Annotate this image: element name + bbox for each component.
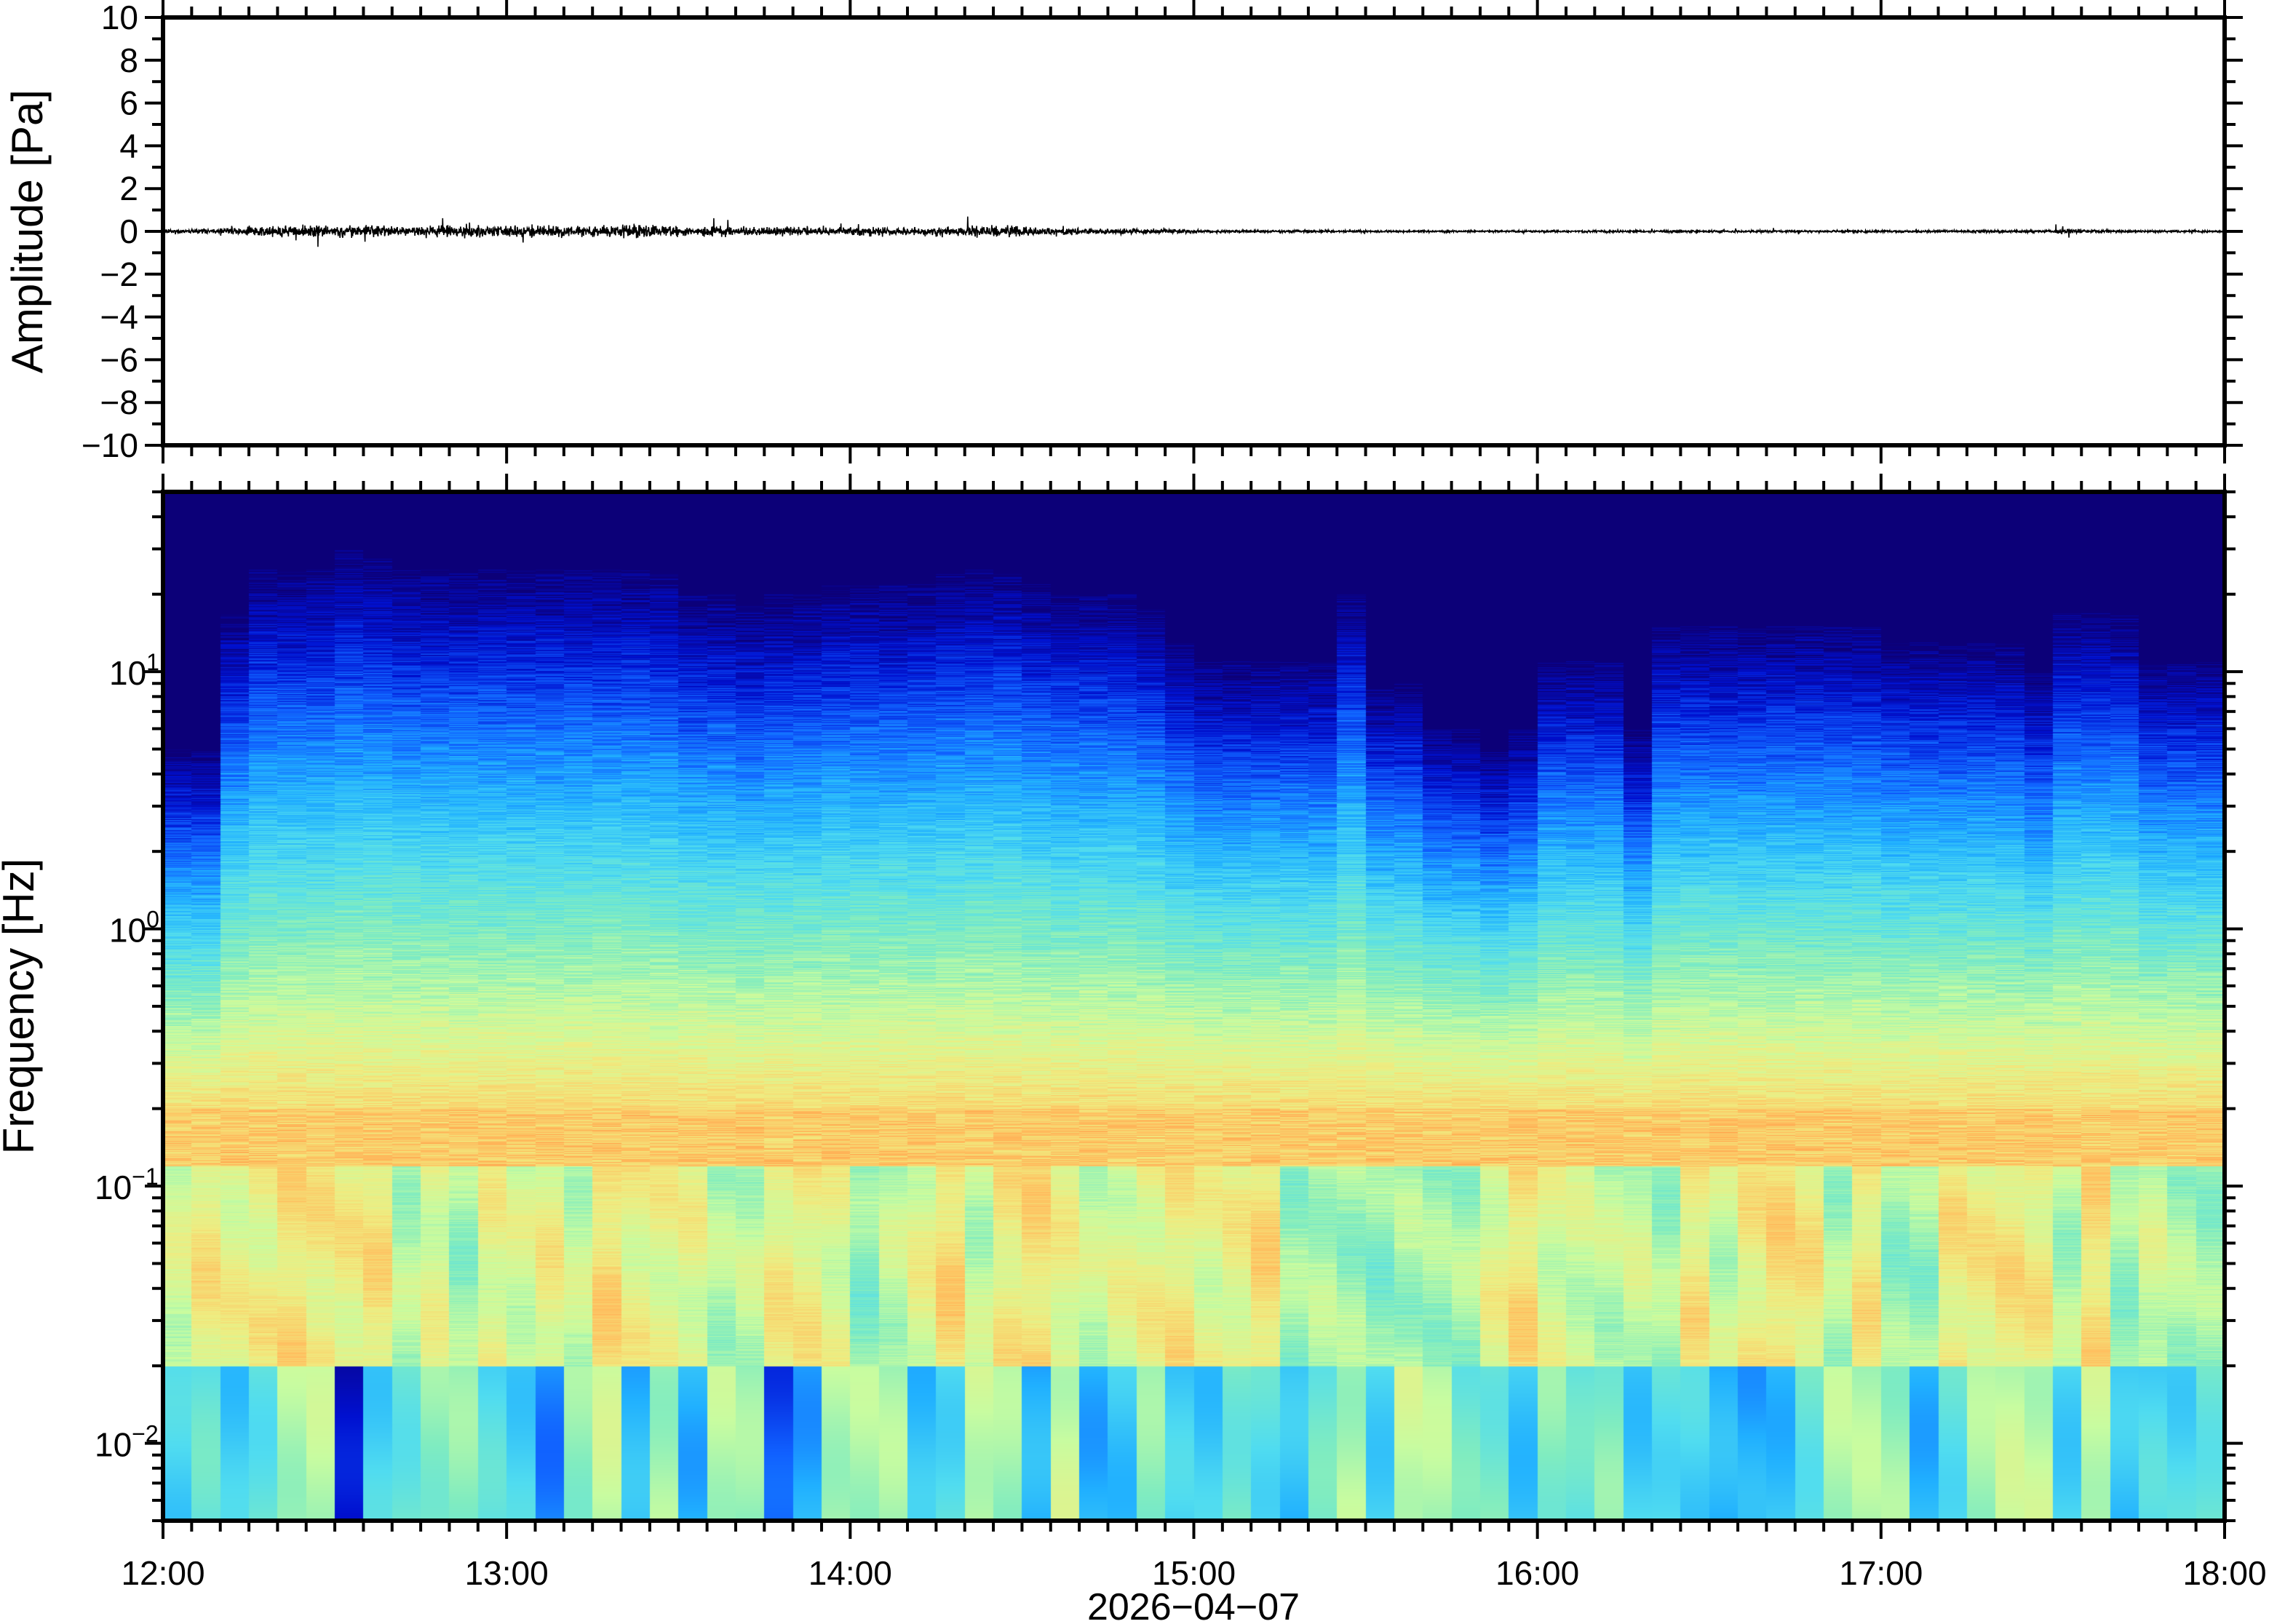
time-tick-label: 13:00	[465, 1554, 549, 1592]
amplitude-tick-label: 8	[119, 41, 138, 79]
spectrogram-heatmap	[163, 492, 2225, 1521]
amplitude-tick-label: 0	[119, 212, 138, 250]
amplitude-tick-label: −8	[100, 383, 138, 421]
amplitude-tick-label: 6	[119, 84, 138, 122]
time-tick-label: 17:00	[1839, 1554, 1923, 1592]
frequency-tick-label: 10−1	[95, 1163, 159, 1206]
time-tick-label: 16:00	[1495, 1554, 1579, 1592]
amplitude-tick-label: −6	[100, 341, 138, 378]
waveform-plot	[162, 216, 2225, 247]
amplitude-tick-label: 4	[119, 127, 138, 164]
date-axis-label: 2026−04−07	[1087, 1586, 1300, 1624]
time-tick-label: 18:00	[2182, 1554, 2266, 1592]
frequency-tick-label: 100	[109, 907, 159, 950]
amplitude-tick-label: −10	[82, 426, 138, 464]
time-tick-label: 14:00	[808, 1554, 892, 1592]
axis-ticks	[145, 0, 2243, 1539]
tick-labels: 12:00 13:00 14:00 15:00 16:00 17:00 18:00 10 8 6 4…	[82, 0, 2267, 1592]
waveform-line	[162, 216, 2225, 247]
amplitude-tick-label: 10	[101, 0, 138, 36]
time-tick-label: 12:00	[121, 1554, 204, 1592]
frequency-axis-label: Frequency [Hz]	[0, 859, 43, 1155]
spectrogram-frame	[161, 490, 2227, 1523]
frequency-tick-label: 101	[109, 649, 159, 692]
amplitude-axis-label: Amplitude [Pa]	[3, 89, 52, 373]
time-tick-label: 15:00	[1152, 1554, 1236, 1592]
amplitude-tick-label: −2	[100, 255, 138, 293]
waveform-frame	[161, 15, 2227, 447]
frequency-tick-label: 10−2	[95, 1421, 159, 1464]
amplitude-tick-label: 2	[119, 170, 138, 207]
amplitude-tick-label: −4	[100, 298, 138, 336]
